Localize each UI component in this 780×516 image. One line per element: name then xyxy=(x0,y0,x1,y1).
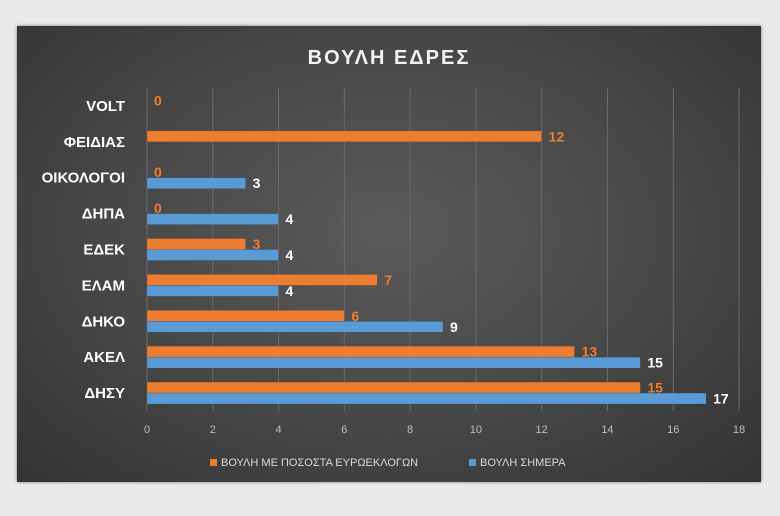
bar-euro xyxy=(146,274,378,286)
bar-today xyxy=(146,177,246,189)
x-tick-label: 12 xyxy=(536,424,548,436)
data-labels: 15 17 13 15 6 9 7 4 3 4 0 4 0 3 12 0 xyxy=(154,92,729,406)
data-label-euro: 3 xyxy=(253,236,261,252)
x-tick-label: 4 xyxy=(275,424,281,436)
bar-today xyxy=(146,356,641,369)
bar-today xyxy=(146,285,279,297)
data-label-euro: 15 xyxy=(647,380,663,396)
data-label-euro: 7 xyxy=(384,272,392,288)
legend-label-today: ΒΟΥΛΗ ΣΗΜΕΡΑ xyxy=(480,457,566,469)
bar-today xyxy=(146,213,279,225)
bar-today xyxy=(146,249,279,261)
legend-swatch-orange xyxy=(210,459,217,466)
bar-chart: ΒΟΥΛΗ ΕΔΡΕΣ 15 17 13 15 6 9 7 4 3 4 0 4 0 3 12 0 ΔΗΣΥ ΑΚ… xyxy=(42,47,746,469)
x-tick-label: 16 xyxy=(667,424,679,436)
x-tick-labels: 0 2 4 6 8 10 12 14 16 18 xyxy=(144,424,745,436)
category-label: ΕΔΕΚ xyxy=(83,242,125,259)
x-tick-label: 2 xyxy=(210,424,216,436)
bar-euro xyxy=(146,310,345,322)
chart-title: ΒΟΥΛΗ ΕΔΡΕΣ xyxy=(308,47,471,69)
x-tick-label: 18 xyxy=(733,424,745,436)
data-label-euro: 13 xyxy=(582,344,598,360)
data-label-today: 9 xyxy=(450,319,458,335)
category-label: ΔΗΣΥ xyxy=(84,385,125,402)
category-label: ΕΛΑΜ xyxy=(82,277,125,294)
x-tick-label: 14 xyxy=(601,424,613,436)
data-label-euro: 0 xyxy=(154,164,162,180)
bar-today xyxy=(146,392,707,405)
category-label: ΑΚΕΛ xyxy=(83,349,125,366)
data-label-today: 4 xyxy=(286,283,294,299)
data-label-today: 15 xyxy=(647,355,663,371)
data-label-euro: 12 xyxy=(549,128,565,144)
legend-swatch-blue xyxy=(469,459,476,466)
data-label-today: 4 xyxy=(286,211,294,227)
legend: ΒΟΥΛΗ ΜΕ ΠΟΣΟΣΤΑ ΕΥΡΩΕΚΛΟΓΩΝ ΒΟΥΛΗ ΣΗΜΕΡ… xyxy=(210,457,566,469)
data-label-today: 17 xyxy=(713,391,729,407)
category-label: ΔΗΚΟ xyxy=(82,313,126,330)
x-tick-label: 6 xyxy=(341,424,347,436)
bar-euro xyxy=(146,238,246,250)
x-tick-label: 0 xyxy=(144,424,150,436)
chart-area: ΒΟΥΛΗ ΕΔΡΕΣ 15 17 13 15 6 9 7 4 3 4 0 4 0 3 12 0 ΔΗΣΥ ΑΚ… xyxy=(17,26,761,482)
x-tick-label: 10 xyxy=(470,424,482,436)
data-label-euro: 6 xyxy=(351,308,359,324)
category-label: ΟΙΚΟΛΟΓΟΙ xyxy=(42,170,125,187)
data-label-euro: 0 xyxy=(154,92,162,108)
data-label-today: 4 xyxy=(286,247,294,263)
data-label-today: 3 xyxy=(253,175,261,191)
bar-euro xyxy=(146,130,542,143)
legend-label-euro: ΒΟΥΛΗ ΜΕ ΠΟΣΟΣΤΑ ΕΥΡΩΕΚΛΟΓΩΝ xyxy=(221,457,418,469)
category-labels: ΔΗΣΥ ΑΚΕΛ ΔΗΚΟ ΕΛΑΜ ΕΔΕΚ ΔΗΠΑ ΟΙΚΟΛΟΓΟΙ ΦΕΙΔΙΑΣ… xyxy=(42,98,126,402)
bar-euro xyxy=(146,381,641,394)
bars xyxy=(146,130,707,405)
category-label: ΔΗΠΑ xyxy=(82,206,125,223)
bar-today xyxy=(146,321,444,333)
bar-euro xyxy=(146,345,575,358)
data-label-euro: 0 xyxy=(154,200,162,216)
category-label: ΦΕΙΔΙΑΣ xyxy=(64,134,125,151)
category-label: VOLT xyxy=(86,98,125,115)
x-tick-label: 8 xyxy=(407,424,413,436)
